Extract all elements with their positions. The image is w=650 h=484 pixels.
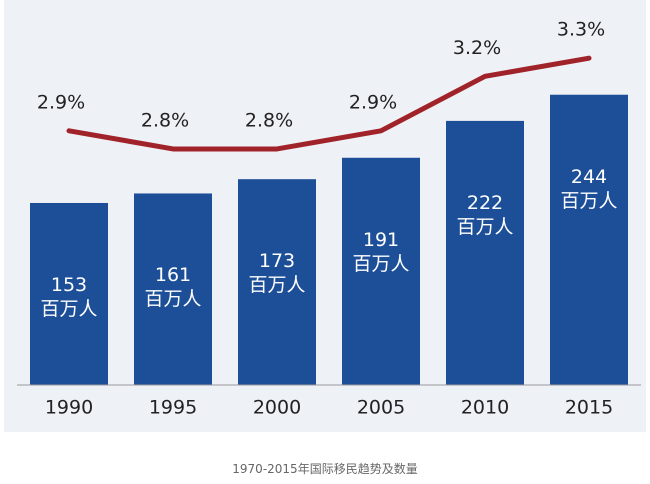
x-tick-label: 1995 (149, 397, 197, 419)
bar (134, 193, 212, 385)
x-tick-label: 1990 (45, 397, 93, 419)
x-tick-label: 2000 (253, 397, 301, 419)
line-value-label: 3.2% (453, 37, 501, 59)
line (66, 55, 592, 152)
bar-value-label: 222 百万人 (456, 191, 514, 238)
line-value-label: 3.3% (557, 19, 605, 41)
bar (446, 120, 524, 386)
bar-value-label: 161 百万人 (144, 264, 202, 311)
x-tick-label: 2005 (357, 397, 405, 419)
bar-value-label: 173 百万人 (248, 250, 306, 297)
caption: 1970-2015年国际移民趋势及数量 (232, 462, 418, 476)
bar-value-label: 153 百万人 (40, 273, 98, 320)
line-value-label: 2.8% (141, 109, 189, 131)
bar-value-label: 191 百万人 (352, 228, 410, 275)
x-tick-label: 2015 (565, 397, 613, 419)
bar-value-label: 244 百万人 (560, 165, 618, 212)
bar (550, 94, 628, 386)
bar (238, 179, 316, 385)
bar (30, 202, 108, 385)
panel (4, 0, 646, 432)
line-value-label: 2.9% (349, 91, 397, 113)
bar (342, 157, 420, 385)
line-value-label: 2.8% (245, 109, 293, 131)
x-tick-label: 2010 (461, 397, 509, 419)
line-value-label: 2.9% (37, 91, 85, 113)
